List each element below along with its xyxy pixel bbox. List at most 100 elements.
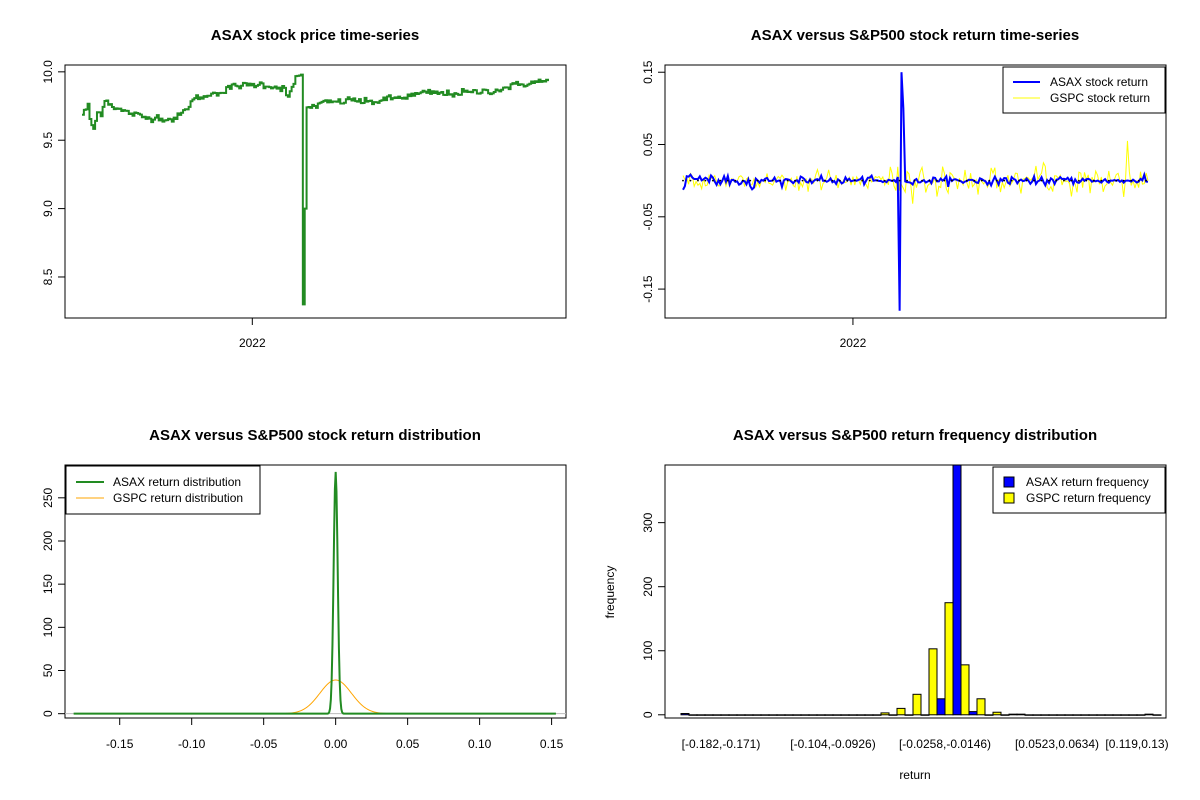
- return-ts-y-tick-label: -0.05: [641, 203, 655, 231]
- return-overlap-point: [995, 179, 998, 182]
- return-overlap-point: [891, 179, 894, 182]
- frequency-x-axis: [-0.182,-0.171) [-0.104,-0.0926) [-0.0258,…: [682, 737, 1169, 751]
- density-x-tick-label: 0.05: [396, 737, 420, 751]
- gspc-frequency-bar: [720, 714, 730, 716]
- frequency-x-tick-label: [-0.104,-0.0926): [790, 737, 875, 751]
- return-ts-x-tick-label: 2022: [840, 336, 867, 350]
- frequency-legend: ASAX return frequency GSPC return freque…: [992, 466, 1166, 514]
- gspc-density-legend-label: GSPC return distribution: [113, 491, 243, 505]
- asax-frequency-bar: [1016, 713, 1026, 716]
- return-ts-legend: ASAX stock return GSPC stock return: [1002, 66, 1166, 114]
- return-overlap-point: [973, 179, 976, 182]
- frequency-chart-title: ASAX versus S&P500 return frequency dist…: [733, 427, 1097, 444]
- frequency-y-axis: 0 100 200 300: [641, 512, 666, 718]
- density-legend-box: [65, 465, 261, 515]
- gspc-frequency-bar: [992, 711, 1002, 716]
- asax-frequency-bar: [872, 714, 882, 716]
- price-x-tick-label: 2022: [239, 336, 266, 350]
- asax-frequency-bar: [968, 711, 978, 716]
- return-overlap-point: [1025, 179, 1028, 182]
- return-ts-legend-box: [1002, 66, 1166, 114]
- price-y-axis: 8.5 9.0 9.5 10.0: [41, 60, 66, 285]
- price-plot-frame: [64, 64, 567, 319]
- asax-frequency-bar: [920, 714, 930, 716]
- asax-frequency-bar: [792, 714, 802, 716]
- return-overlap-point: [1122, 179, 1125, 182]
- frequency-y-tick-label: 0: [641, 711, 655, 718]
- return-ts-series: [682, 72, 1149, 311]
- density-x-tick-label: 0.10: [468, 737, 492, 751]
- gspc-frequency-bar: [880, 712, 890, 716]
- density-y-tick-label: 150: [41, 574, 55, 594]
- asax-density-line: [73, 471, 556, 715]
- return-overlap-point: [831, 179, 834, 182]
- return-overlap-point: [704, 179, 707, 182]
- return-ts-x-axis: 2022: [840, 318, 867, 350]
- return-overlap-point: [1018, 179, 1021, 182]
- asax-frequency-legend-label: ASAX return frequency: [1026, 475, 1149, 489]
- price-y-tick-label: 9.5: [41, 132, 55, 149]
- gspc-frequency-bar: [768, 714, 778, 716]
- asax-frequency-bar: [712, 714, 722, 716]
- gspc-frequency-bar: [864, 714, 874, 716]
- price-y-tick-label: 8.5: [41, 268, 55, 285]
- density-legend: ASAX return distribution GSPC return dis…: [65, 465, 261, 515]
- return-overlap-point: [794, 179, 796, 182]
- gspc-frequency-bar: [832, 714, 842, 716]
- return-overlap-point: [1107, 179, 1110, 182]
- gspc-frequency-bar: [1088, 714, 1098, 716]
- frequency-legend-box: [992, 466, 1166, 514]
- density-x-axis: -0.15 -0.10 -0.05 0.00 0.05 0.10 0.15: [106, 717, 564, 751]
- gspc-return-legend-label: GSPC stock return: [1050, 91, 1150, 105]
- frequency-x-tick-label: [0.0523,0.0634): [1015, 737, 1099, 751]
- return-overlap-point: [1092, 179, 1095, 182]
- return-overlap-point: [689, 179, 692, 182]
- return-overlap-point: [1137, 179, 1140, 182]
- return-overlap-point: [906, 179, 908, 182]
- price-chart-title: ASAX stock price time-series: [211, 27, 419, 44]
- asax-frequency-bar: [1064, 714, 1074, 716]
- return-overlap-point: [1115, 179, 1118, 182]
- frequency-x-tick-label: [-0.0258,-0.0146): [899, 737, 991, 751]
- return-overlap-point: [958, 179, 961, 182]
- density-chart-title: ASAX versus S&P500 stock return distribu…: [149, 427, 481, 444]
- return-overlap-point: [824, 179, 826, 182]
- asax-frequency-bar: [1096, 714, 1106, 716]
- asax-frequency-bar: [760, 714, 770, 716]
- return-overlap-point: [921, 179, 923, 182]
- gspc-frequency-bar: [816, 714, 826, 716]
- asax-frequency-bar: [744, 714, 754, 716]
- asax-frequency-legend-swatch: [1003, 476, 1015, 488]
- return-overlap-point: [965, 179, 968, 182]
- return-overlap-point: [913, 179, 916, 182]
- return-overlap-point: [980, 179, 983, 182]
- return-overlap-point: [1010, 179, 1013, 182]
- asax-frequency-bar: [952, 464, 962, 716]
- gspc-frequency-bar: [1104, 714, 1114, 716]
- return-overlap-point: [801, 179, 804, 182]
- gspc-frequency-bar: [1008, 713, 1018, 716]
- return-overlap-point: [719, 179, 722, 182]
- asax-frequency-bar: [696, 714, 706, 716]
- return-overlap-point: [988, 179, 991, 182]
- asax-frequency-bar: [680, 713, 690, 716]
- asax-frequency-bar: [888, 714, 898, 716]
- asax-frequency-bar: [1080, 714, 1090, 716]
- return-ts-y-axis: -0.15 -0.05 0.05 0.15: [641, 60, 666, 303]
- gspc-frequency-legend-swatch: [1003, 492, 1015, 504]
- return-overlap-point: [809, 179, 811, 182]
- price-y-tick-label: 9.0: [41, 200, 55, 217]
- frequency-bars: [680, 464, 1162, 716]
- frequency-y-axis-title: frequency: [603, 566, 617, 619]
- asax-frequency-bar: [1032, 714, 1042, 716]
- gspc-frequency-bar: [800, 714, 810, 716]
- return-overlap-point: [1055, 179, 1058, 182]
- density-y-tick-label: 100: [41, 617, 55, 637]
- density-y-tick-label: 0: [41, 710, 55, 717]
- frequency-x-tick-label: [-0.182,-0.171): [682, 737, 761, 751]
- density-x-tick-label: 0.15: [540, 737, 564, 751]
- return-overlap-point: [861, 179, 864, 182]
- return-overlap-point: [1048, 179, 1050, 182]
- density-x-tick-label: -0.15: [106, 737, 134, 751]
- return-overlap-point: [1040, 179, 1043, 182]
